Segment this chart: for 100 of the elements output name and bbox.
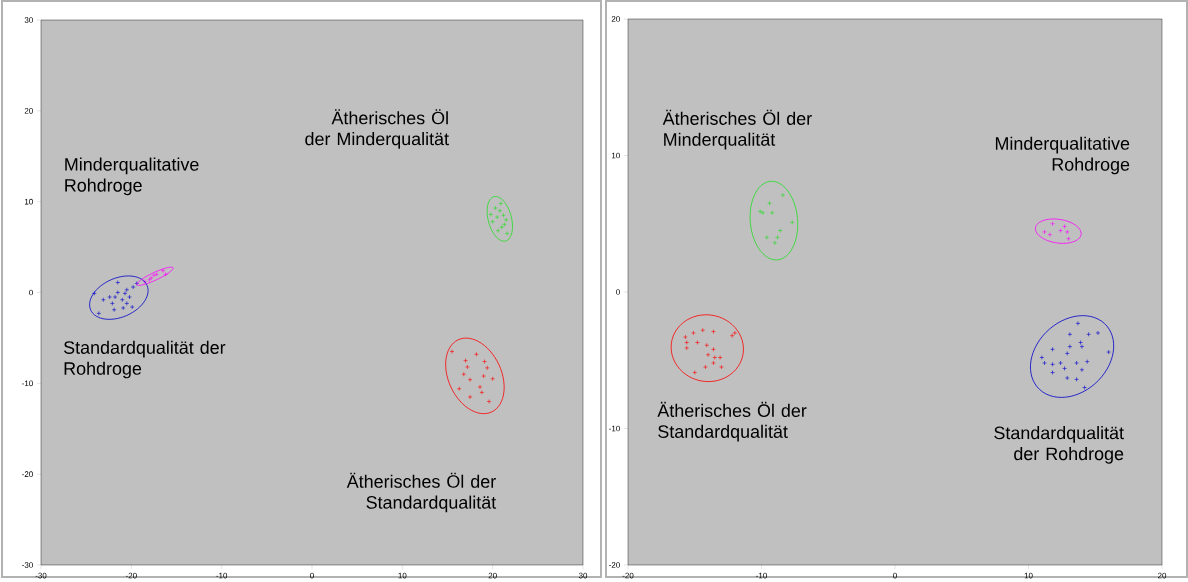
point bbox=[684, 345, 690, 351]
point bbox=[1064, 375, 1070, 381]
point bbox=[1050, 370, 1055, 375]
point bbox=[1067, 332, 1073, 337]
point bbox=[493, 205, 498, 211]
point bbox=[1064, 351, 1070, 356]
point bbox=[1084, 359, 1090, 365]
point bbox=[732, 330, 738, 336]
point bbox=[463, 358, 468, 364]
point bbox=[130, 284, 136, 290]
point bbox=[1047, 232, 1053, 238]
point bbox=[1064, 229, 1070, 235]
point bbox=[1095, 330, 1101, 336]
point bbox=[484, 365, 490, 371]
point bbox=[789, 220, 795, 225]
point bbox=[96, 311, 102, 316]
point bbox=[495, 228, 501, 234]
point bbox=[711, 329, 716, 335]
point bbox=[1066, 236, 1071, 242]
point bbox=[1106, 349, 1111, 355]
point bbox=[775, 235, 780, 240]
point bbox=[769, 210, 775, 216]
point bbox=[1042, 229, 1047, 235]
point bbox=[142, 279, 148, 285]
annotation: Minderqualitative Rohdroge bbox=[995, 136, 1130, 175]
point bbox=[1050, 347, 1055, 352]
point bbox=[711, 347, 716, 352]
point bbox=[767, 201, 772, 206]
point bbox=[1075, 321, 1081, 326]
point bbox=[107, 294, 112, 300]
point bbox=[482, 359, 487, 364]
point bbox=[712, 355, 718, 360]
point bbox=[1074, 360, 1079, 366]
annotation: Minderqualitative Rohdroge bbox=[65, 157, 199, 196]
point bbox=[1079, 367, 1085, 373]
point bbox=[700, 328, 706, 333]
annotation: Ätherisches Öl der Minderqualität bbox=[662, 109, 812, 150]
point bbox=[1050, 221, 1055, 227]
point bbox=[704, 343, 710, 348]
point bbox=[124, 301, 130, 306]
point bbox=[474, 352, 479, 357]
point bbox=[1039, 355, 1045, 360]
point bbox=[465, 364, 470, 370]
point bbox=[124, 287, 130, 293]
point bbox=[499, 224, 504, 230]
point bbox=[719, 364, 724, 370]
point bbox=[1067, 344, 1073, 350]
point bbox=[490, 376, 495, 382]
point bbox=[1058, 228, 1063, 233]
annotation: Standardqualität der Rohdroge bbox=[63, 340, 226, 379]
point bbox=[120, 305, 126, 311]
point bbox=[154, 272, 159, 277]
point bbox=[110, 301, 115, 306]
point bbox=[764, 235, 770, 240]
point bbox=[683, 334, 688, 340]
annotation: Ätherisches Öl der Standardqualität bbox=[346, 472, 497, 513]
point bbox=[461, 372, 467, 377]
point bbox=[1058, 360, 1063, 366]
point bbox=[504, 231, 510, 236]
point bbox=[129, 304, 135, 310]
point bbox=[780, 192, 786, 198]
point bbox=[160, 268, 166, 274]
point bbox=[711, 360, 716, 366]
point bbox=[449, 349, 455, 354]
point bbox=[772, 240, 778, 246]
point bbox=[705, 352, 711, 358]
point bbox=[1062, 366, 1067, 371]
point bbox=[729, 333, 735, 339]
point bbox=[501, 213, 506, 218]
point bbox=[490, 219, 495, 225]
point bbox=[1074, 377, 1079, 382]
point bbox=[1082, 385, 1087, 390]
point bbox=[456, 386, 462, 392]
point bbox=[115, 280, 121, 285]
point bbox=[477, 384, 483, 390]
point bbox=[481, 373, 486, 379]
point bbox=[1062, 224, 1067, 229]
point bbox=[502, 222, 507, 227]
point bbox=[479, 390, 485, 395]
point bbox=[127, 294, 132, 300]
annotation: Standardqualität der Rohdroge bbox=[994, 426, 1124, 464]
point bbox=[717, 355, 723, 360]
annotation: Ätherisches Öl der Standardqualität bbox=[657, 401, 807, 442]
point bbox=[777, 228, 783, 233]
point bbox=[1086, 332, 1091, 337]
point bbox=[498, 201, 504, 206]
point bbox=[695, 340, 700, 345]
point bbox=[497, 208, 503, 214]
point bbox=[760, 210, 766, 216]
point bbox=[494, 214, 500, 220]
point bbox=[101, 297, 106, 303]
point bbox=[757, 209, 763, 214]
point bbox=[112, 294, 118, 300]
point bbox=[486, 399, 492, 404]
point bbox=[122, 291, 128, 296]
annotation: Ätherisches Öl der Minderqualität bbox=[305, 109, 449, 149]
point bbox=[503, 217, 509, 223]
point bbox=[1050, 362, 1055, 367]
point bbox=[1042, 360, 1047, 366]
point bbox=[691, 330, 696, 336]
